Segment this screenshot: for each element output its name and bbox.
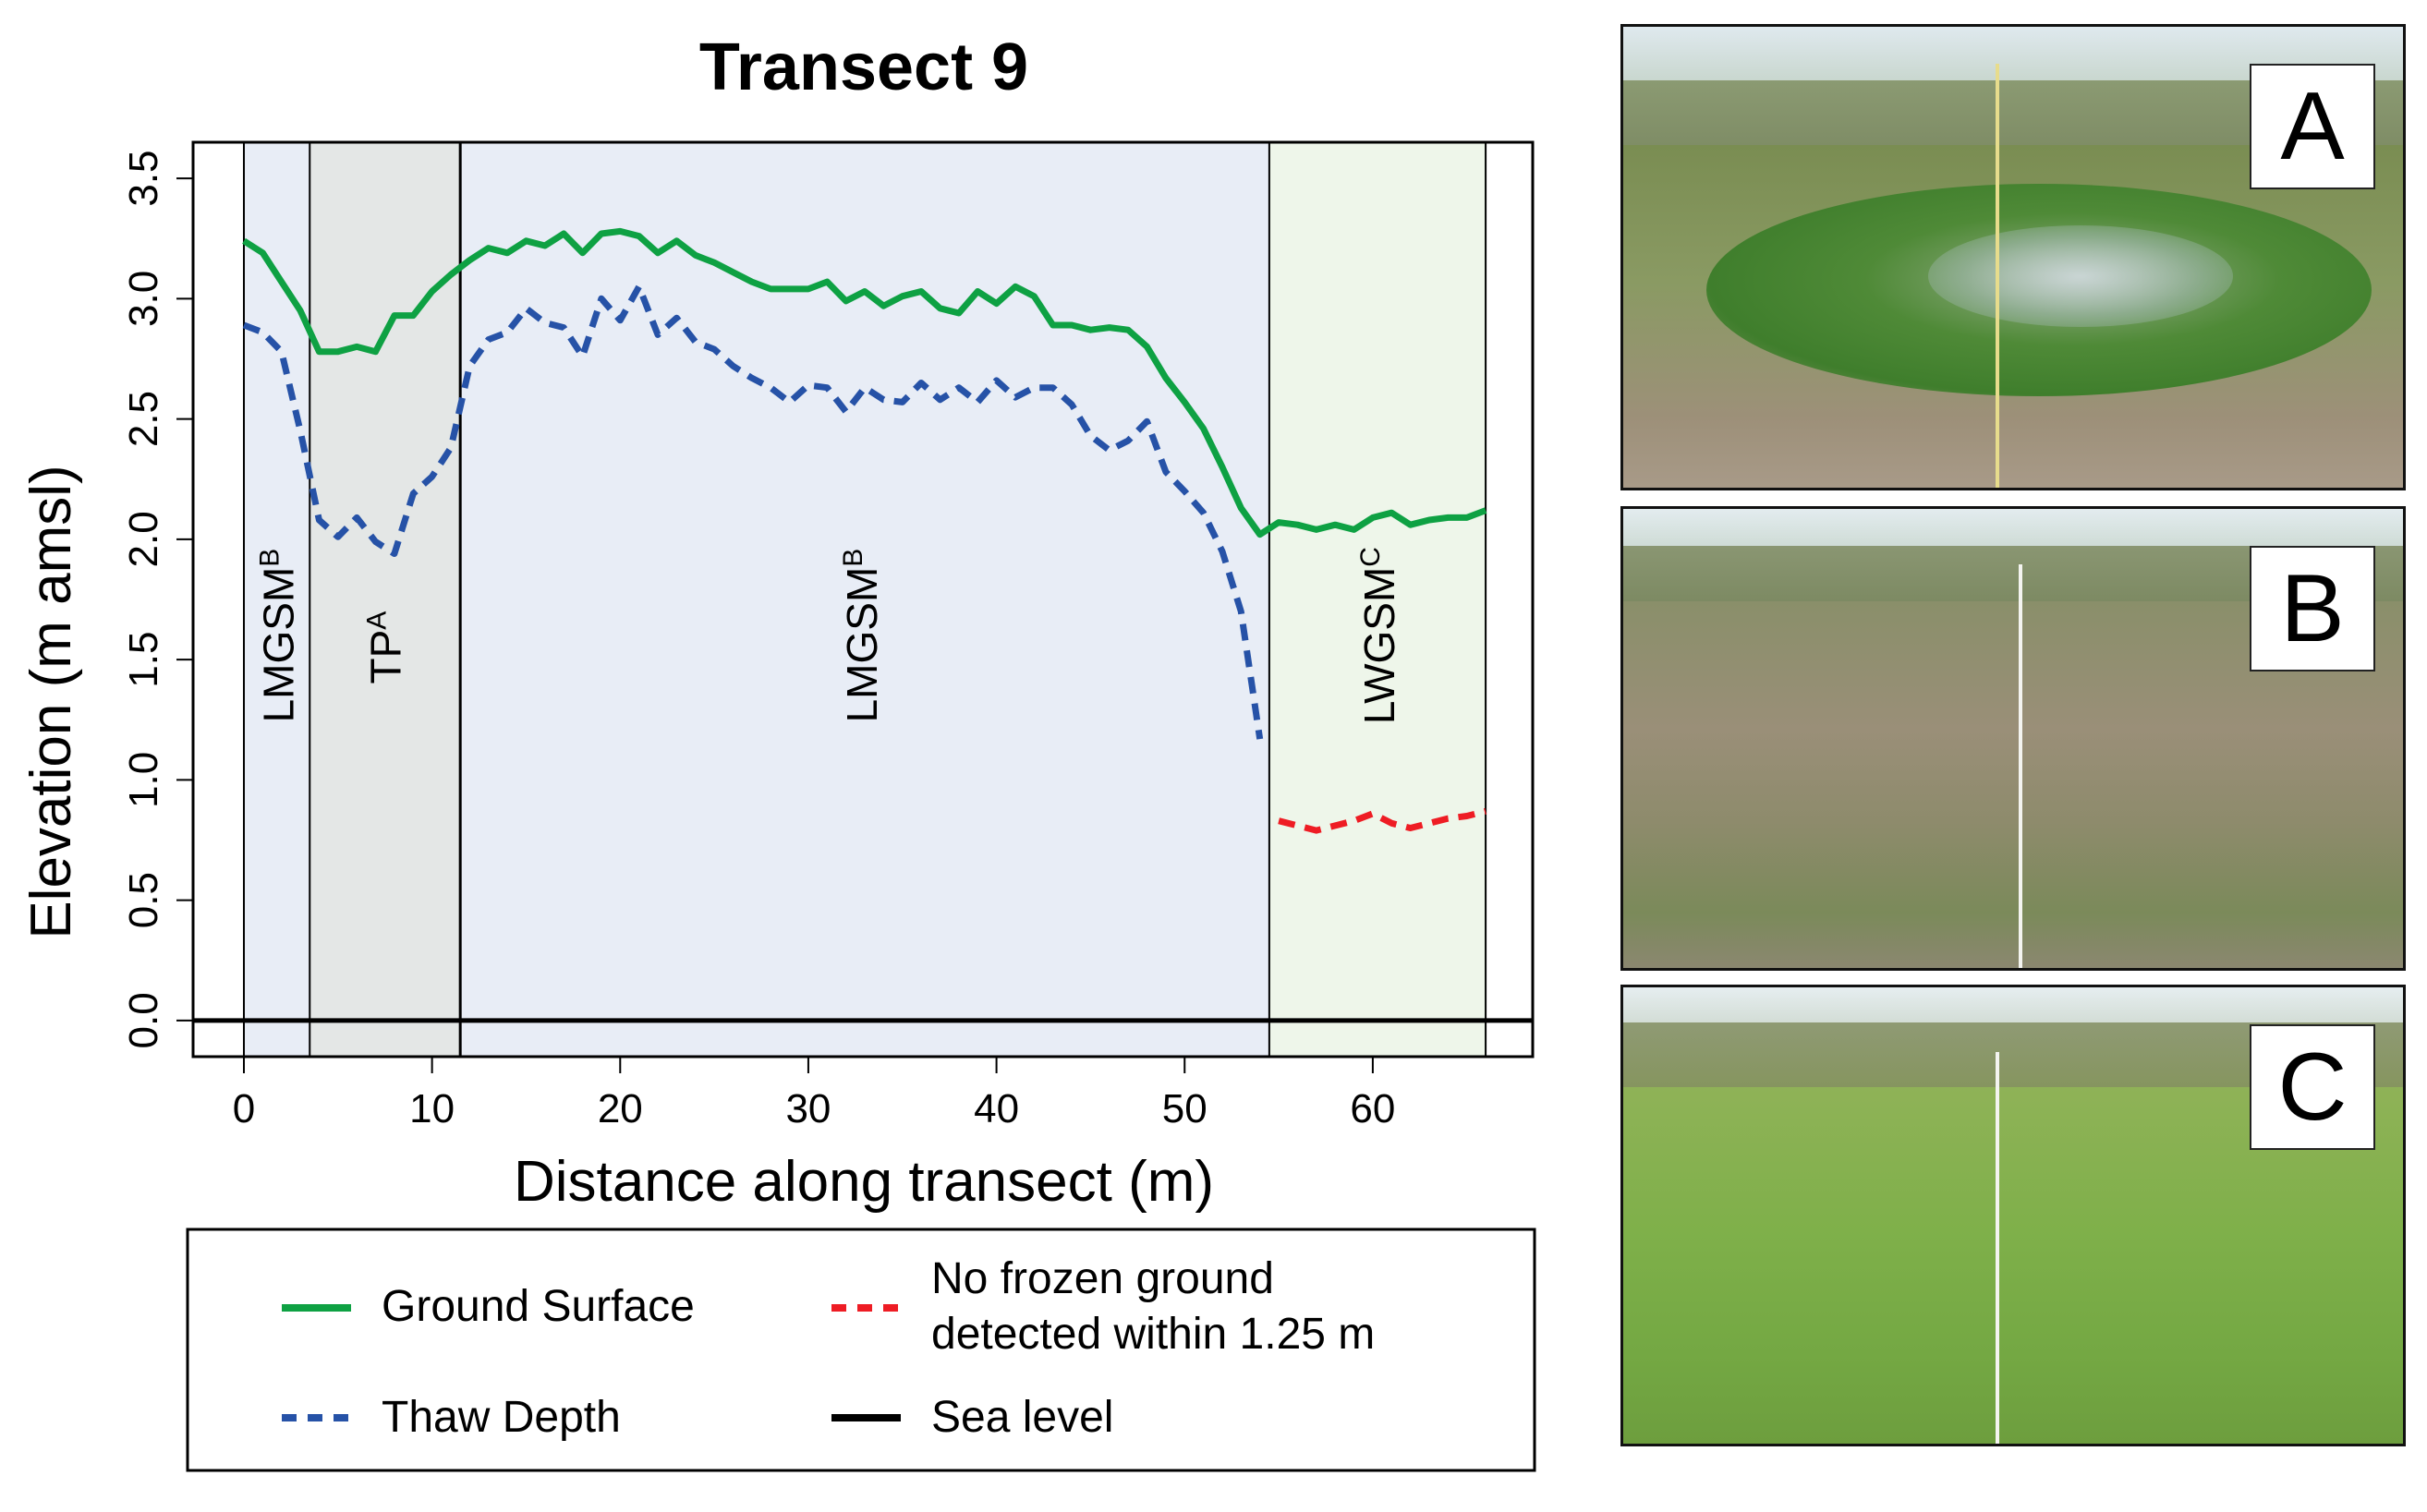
series: [193, 227, 1533, 1023]
y-tick-label: 0.5: [121, 872, 166, 928]
series-thaw-depth: [242, 283, 1264, 740]
y-tick-label: 3.0: [121, 271, 166, 327]
zone-label-lmgsm-2: LMGSMB: [838, 549, 886, 723]
legend-thaw-depth-label: Thaw Depth: [382, 1393, 621, 1442]
zone-label-tp-1: TPA: [362, 611, 410, 684]
zone-backgrounds: [243, 142, 1487, 1057]
y-axis-label: Elevation (m amsl): [19, 465, 83, 938]
photo-c-measuring-tape: [1996, 1052, 1999, 1444]
photo-a-measuring-tape: [1996, 64, 1999, 488]
photo-c-label: C: [2250, 1024, 2375, 1150]
x-axis-label: Distance along transect (m): [514, 1150, 1214, 1214]
chart-title: Transect 9: [699, 30, 1028, 104]
legend-ground-surface-label: Ground Surface: [382, 1282, 695, 1331]
legend-no-frozen-ground-label-line2: detected within 1.25 m: [931, 1310, 1375, 1359]
y-axis: 0.0 0.5 1.0 1.5 2.0 2.5 3.0 3.5: [121, 150, 193, 1049]
zone-lmgsm-0: [243, 142, 310, 1057]
photo-b-label: B: [2250, 546, 2375, 671]
zone-boundaries: [242, 142, 1487, 1057]
zone-label-lmgsm-0: LMGSMB: [255, 549, 303, 723]
y-tick-label: 1.0: [121, 752, 166, 808]
x-axis: 0 10 20 30 40 50 60: [233, 1056, 1395, 1131]
photo-b-sky: [1623, 509, 2403, 546]
legend-box: [186, 1228, 1536, 1472]
transect-chart: Transect 9 LMGSMB TPA LMGSMB LWGSMC 0 10 20 30…: [19, 30, 1536, 1472]
photo-c-sky: [1623, 987, 2403, 1022]
photo-a-label: A: [2250, 64, 2375, 189]
x-tick-label: 50: [1162, 1086, 1207, 1131]
zone-labels: LMGSMB TPA LMGSMB LWGSMC: [255, 547, 1403, 724]
photo-a: A: [1620, 24, 2406, 490]
y-tick-label: 2.0: [121, 511, 166, 567]
photo-c: C: [1620, 985, 2406, 1446]
series-ground-surface: [242, 227, 1487, 538]
photo-a-water: [1928, 225, 2233, 327]
x-tick-label: 60: [1350, 1086, 1395, 1131]
legend-no-frozen-ground-label-line1: No frozen ground: [931, 1254, 1274, 1303]
y-tick-label: 0.0: [121, 992, 166, 1048]
x-tick-label: 20: [598, 1086, 643, 1131]
photo-b-measuring-tape: [2019, 564, 2022, 968]
y-tick-label: 3.5: [121, 150, 166, 206]
y-tick-label: 2.5: [121, 391, 166, 447]
y-tick-label: 1.5: [121, 632, 166, 688]
zone-label-lwgsm-3: LWGSMC: [1355, 547, 1403, 724]
legend-sea-level-label: Sea level: [931, 1393, 1113, 1442]
series-no-frozen-ground-detected-within-1-25-m: [1278, 807, 1487, 834]
x-tick-label: 0: [233, 1086, 255, 1131]
zone-tp-1: [309, 142, 461, 1057]
x-tick-label: 40: [974, 1086, 1019, 1131]
photo-b: B: [1620, 506, 2406, 971]
x-tick-label: 30: [785, 1086, 831, 1131]
legend: Ground Surface Thaw Depth No frozen grou…: [186, 1228, 1536, 1472]
x-tick-label: 10: [409, 1086, 455, 1131]
zone-lwgsm-3: [1268, 142, 1487, 1057]
